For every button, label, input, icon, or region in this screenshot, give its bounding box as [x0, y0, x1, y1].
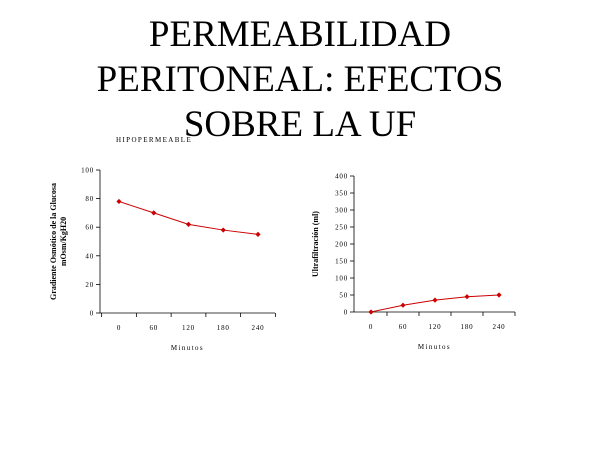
y-tick-label: 250	[335, 224, 348, 232]
x-axis-label: Minutos	[418, 343, 451, 351]
y-tick-label: 150	[335, 258, 348, 266]
y-tick-label: 100	[81, 167, 94, 175]
data-point	[255, 231, 261, 237]
y-tick-label: 100	[335, 275, 348, 283]
slide-title: PERMEABILIDAD PERITONEAL: EFECTOS SOBRE …	[96, 14, 504, 145]
y-tick-label: 400	[335, 173, 348, 181]
x-axis-label: Minutos	[171, 344, 204, 352]
data-point	[116, 198, 122, 205]
y-tick-label: 80	[85, 195, 94, 203]
data-point	[151, 210, 157, 216]
data-point	[400, 302, 406, 308]
y-axis-label: Gradiente Osmótico de la Glucosa	[49, 183, 58, 300]
y-tick-label: 350	[335, 190, 348, 198]
data-point	[432, 297, 438, 303]
y-axis-label: mOsm/KgH20	[59, 217, 68, 266]
data-point	[220, 227, 226, 233]
slide-subtitle: HIPOPERMEABLE	[116, 136, 193, 144]
y-tick-label: 0	[344, 309, 348, 317]
data-point	[464, 294, 470, 300]
y-tick-label: 300	[335, 207, 348, 215]
x-tick-label: 60	[399, 323, 408, 331]
y-tick-label: 50	[339, 292, 348, 300]
data-point	[368, 309, 374, 315]
x-tick-label: 120	[429, 323, 442, 331]
x-tick-label: 180	[217, 324, 230, 332]
y-tick-label: 20	[85, 281, 94, 289]
x-tick-label: 180	[461, 323, 474, 331]
y-tick-label: 200	[335, 241, 348, 249]
y-axis-label: Ultrafiltración (ml)	[311, 211, 320, 277]
y-tick-label: 40	[85, 252, 94, 260]
x-tick-label: 240	[252, 324, 265, 332]
y-tick-label: 0	[90, 310, 94, 318]
x-tick-label: 120	[182, 324, 195, 332]
data-point	[496, 292, 502, 298]
x-tick-label: 60	[149, 324, 158, 332]
x-tick-label: 0	[117, 324, 121, 332]
data-point	[185, 221, 192, 227]
x-tick-label: 0	[369, 323, 373, 331]
x-tick-label: 240	[493, 323, 506, 331]
y-tick-label: 60	[85, 224, 94, 232]
